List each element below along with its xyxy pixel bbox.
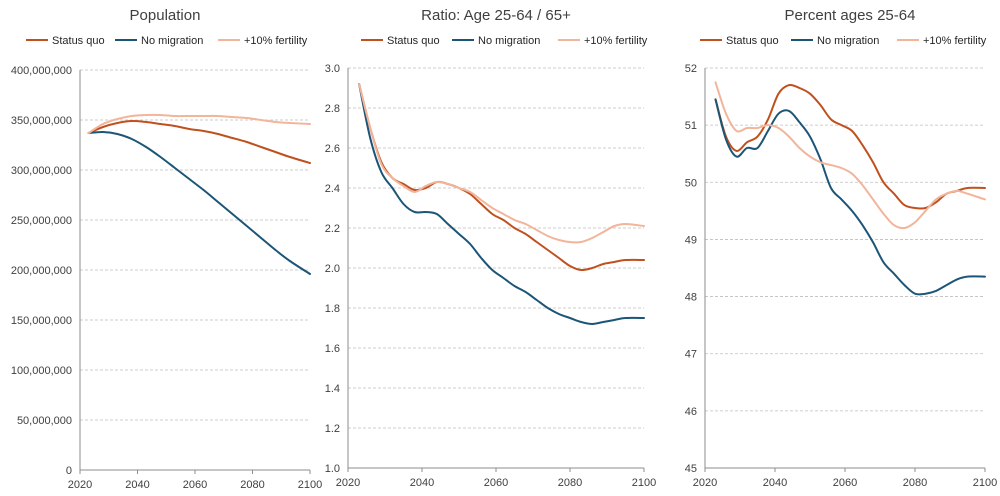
y-tick-label: 100,000,000 xyxy=(11,365,72,377)
y-tick-label: 1.8 xyxy=(325,303,340,315)
series-line-status-quo xyxy=(714,83,986,210)
y-tick-label: 0 xyxy=(66,465,72,477)
x-tick-label: 2100 xyxy=(973,477,997,489)
x-tick-label: 2020 xyxy=(336,477,360,489)
x-tick-label: 2100 xyxy=(632,477,656,489)
series-line-no-migration xyxy=(87,130,311,275)
y-tick-label: 250,000,000 xyxy=(11,215,72,227)
y-tick-label: 47 xyxy=(685,349,697,361)
x-tick-label: 2080 xyxy=(240,479,264,491)
y-tick-label: 1.6 xyxy=(325,343,340,355)
legend-label: +10% fertility xyxy=(244,35,308,47)
x-tick-label: 2060 xyxy=(484,477,508,489)
chart-title: Percent ages 25-64 xyxy=(785,7,916,24)
x-tick-label: 2020 xyxy=(693,477,717,489)
legend-label: Status quo xyxy=(52,35,105,47)
y-tick-label: 45 xyxy=(685,463,697,475)
series-line-10-fertility xyxy=(714,81,986,230)
series-line-10-fertility xyxy=(87,113,311,134)
y-tick-label: 350,000,000 xyxy=(11,115,72,127)
legend-label: Status quo xyxy=(726,35,779,47)
x-tick-label: 2060 xyxy=(833,477,857,489)
series-line-10-fertility xyxy=(358,83,645,244)
series-line-status-quo xyxy=(358,83,645,272)
chart-title: Ratio: Age 25-64 / 65+ xyxy=(421,7,571,24)
y-tick-label: 2.0 xyxy=(325,263,340,275)
y-tick-label: 51 xyxy=(685,120,697,132)
y-tick-label: 200,000,000 xyxy=(11,265,72,277)
chart-panel-3: Percent ages 25-64 Status quo No migration… xyxy=(685,7,997,489)
x-tick-label: 2040 xyxy=(763,477,787,489)
x-tick-label: 2040 xyxy=(410,477,434,489)
legend-label: No migration xyxy=(478,35,540,47)
series-line-status-quo xyxy=(87,119,311,164)
x-tick-label: 2040 xyxy=(125,479,149,491)
x-tick-label: 2060 xyxy=(183,479,207,491)
y-tick-label: 2.8 xyxy=(325,103,340,115)
legend-label: +10% fertility xyxy=(923,35,987,47)
y-tick-label: 52 xyxy=(685,63,697,75)
legend-label: Status quo xyxy=(387,35,440,47)
y-tick-label: 46 xyxy=(685,406,697,418)
y-tick-label: 49 xyxy=(685,234,697,246)
x-tick-label: 2080 xyxy=(558,477,582,489)
y-tick-label: 50 xyxy=(685,177,697,189)
x-tick-label: 2100 xyxy=(298,479,322,491)
y-tick-label: 150,000,000 xyxy=(11,315,72,327)
legend-label: +10% fertility xyxy=(584,35,648,47)
y-tick-label: 400,000,000 xyxy=(11,65,72,77)
y-tick-label: 2.6 xyxy=(325,143,340,155)
y-tick-label: 50,000,000 xyxy=(17,415,72,427)
legend-label: No migration xyxy=(141,35,203,47)
y-tick-label: 1.4 xyxy=(325,383,340,395)
chart-panel-1: Population Status quo No migration +10% fer… xyxy=(11,7,322,491)
y-tick-label: 2.4 xyxy=(325,183,340,195)
y-tick-label: 1.0 xyxy=(325,463,340,475)
series-line-no-migration xyxy=(714,98,986,296)
x-tick-label: 2080 xyxy=(903,477,927,489)
y-tick-label: 300,000,000 xyxy=(11,165,72,177)
chart-title: Population xyxy=(130,7,201,24)
chart-panel-2: Ratio: Age 25-64 / 65+ Status quo No migra… xyxy=(325,7,657,489)
y-tick-label: 48 xyxy=(685,292,697,304)
series-line-no-migration xyxy=(358,83,645,325)
legend-label: No migration xyxy=(817,35,879,47)
y-tick-label: 2.2 xyxy=(325,223,340,235)
x-tick-label: 2020 xyxy=(68,479,92,491)
y-tick-label: 1.2 xyxy=(325,423,340,435)
y-tick-label: 3.0 xyxy=(325,63,340,75)
